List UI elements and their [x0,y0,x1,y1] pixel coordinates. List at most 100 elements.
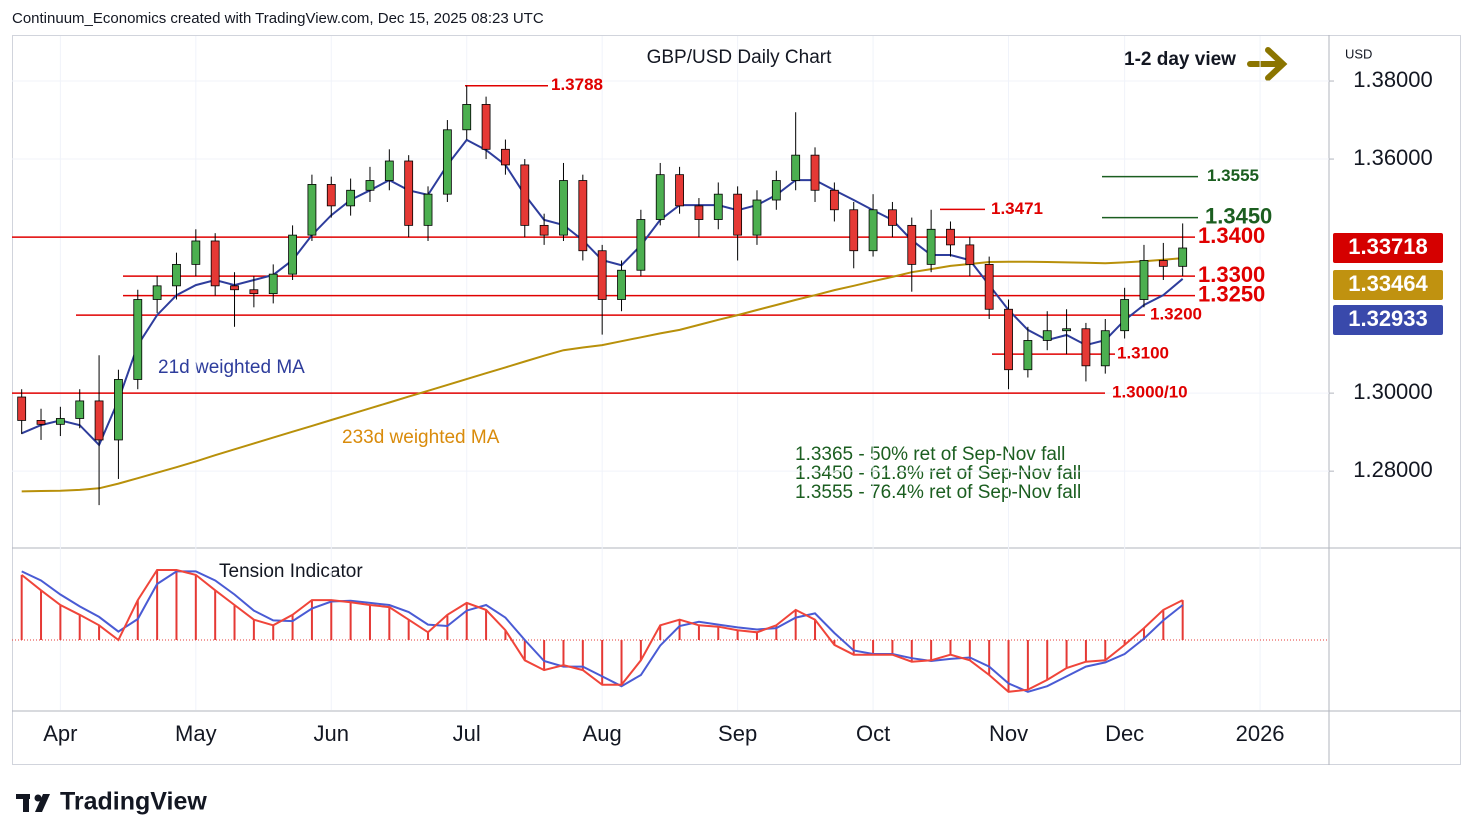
candle-body [210,240,220,287]
candle-body [810,154,820,191]
candle-body [36,420,46,425]
candle-body [559,180,568,236]
candle-body [462,104,472,131]
candle-body [1062,328,1071,332]
candle-body [1100,330,1110,367]
ma-label: 233d weighted MA [342,427,500,448]
candle-body [346,189,356,207]
level-label: 1.3200 [1150,305,1202,324]
indicator-line [21,570,1184,693]
view-arrow [1247,47,1288,81]
annotation: 1.3555 - 76.4% ret of Sep-Nov fall [795,482,1081,503]
price-badge-label: 1.33464 [1348,271,1428,296]
candle-body [791,154,801,181]
candle-body [539,224,549,236]
candle-body [771,180,781,201]
candle-body [675,174,684,207]
candle-body [249,289,259,295]
candle-body [94,400,104,441]
level-label: 1.3400 [1198,223,1265,248]
candle-body [55,418,65,425]
candle-body [501,148,510,166]
axis-unit: USD [1345,46,1372,61]
candle-body [365,180,375,191]
candle-body [423,193,433,226]
indicator-line [21,569,1184,693]
y-tick-label: 1.30000 [1353,379,1433,404]
logo-text: TradingView [60,788,207,816]
candle-body [946,228,955,246]
candle-body [888,209,897,226]
level-label: 1.3788 [551,75,603,94]
x-tick-label: Jun [314,721,349,746]
annotation: 1.3365 - 50% ret of Sep-Nov fall [795,444,1065,465]
candle-body [268,273,278,295]
candle-body [307,184,317,236]
candle-body [326,184,336,207]
candle-body [829,189,839,211]
candle-body [597,250,607,300]
candle-body [191,240,201,265]
x-tick-label: May [175,721,217,746]
header: Continuum_Economics created with Trading… [12,10,544,27]
level-label: 1.3000/10 [1112,383,1188,402]
candle-body [172,263,181,287]
candle-body [1004,308,1013,371]
candle-body [1120,299,1130,332]
y-tick-label: 1.36000 [1353,145,1433,170]
candle-body [694,205,704,220]
logo-mark [16,794,50,812]
candle-body [868,209,878,252]
candle-body [481,104,491,150]
frame [12,35,1461,765]
x-tick-label: Apr [43,721,77,746]
candle-body [1139,260,1149,300]
price-badge [1333,233,1443,263]
candle-body [230,285,239,291]
price-badge [1333,305,1443,335]
candle-body [1158,260,1168,267]
ma-label: 21d weighted MA [158,357,305,378]
x-tick-label: Nov [989,721,1028,746]
candle-body [404,160,414,226]
candle-body [733,193,743,236]
x-tick-label: Dec [1105,721,1144,746]
x-tick-label: Oct [856,721,890,746]
candle-body [907,224,917,265]
candle-body [636,219,646,271]
candle-body [965,244,975,265]
level-label: 1.3250 [1198,281,1265,306]
candle-body [17,396,27,421]
level-label: 1.3555 [1207,166,1259,185]
candle-body [713,193,723,220]
candle-body [133,299,143,380]
candle-body [926,228,936,265]
candle-body [520,164,530,226]
price-badge-label: 1.32933 [1348,306,1428,331]
annotation: 1.3450 - 61.8% ret of Sep-Nov fall [795,463,1081,484]
price-badge [1333,270,1443,300]
level-label: 1.3100 [1117,344,1169,363]
indicator-title: Tension Indicator [219,561,363,582]
candle-body [1178,247,1188,267]
level-label: 1.3450 [1205,203,1272,228]
candle-body [617,269,626,300]
candle-body [384,160,394,181]
candle-body [114,379,123,441]
candle-body [442,129,452,195]
candle-body [1081,328,1091,367]
candle-body [578,180,588,252]
x-tick-label: 2026 [1236,721,1285,746]
x-tick-label: Jul [453,721,481,746]
level-label: 1.3300 [1198,262,1265,287]
y-tick-label: 1.38000 [1353,67,1433,92]
candle-body [752,199,762,236]
candle-body [1042,330,1052,341]
level-label: 1.3471 [991,199,1043,218]
x-tick-label: Sep [718,721,757,746]
y-tick-label: 1.28000 [1353,457,1433,482]
candle-body [75,400,85,419]
chart-title: GBP/USD Daily Chart [647,47,832,68]
candle-body [1023,340,1033,371]
